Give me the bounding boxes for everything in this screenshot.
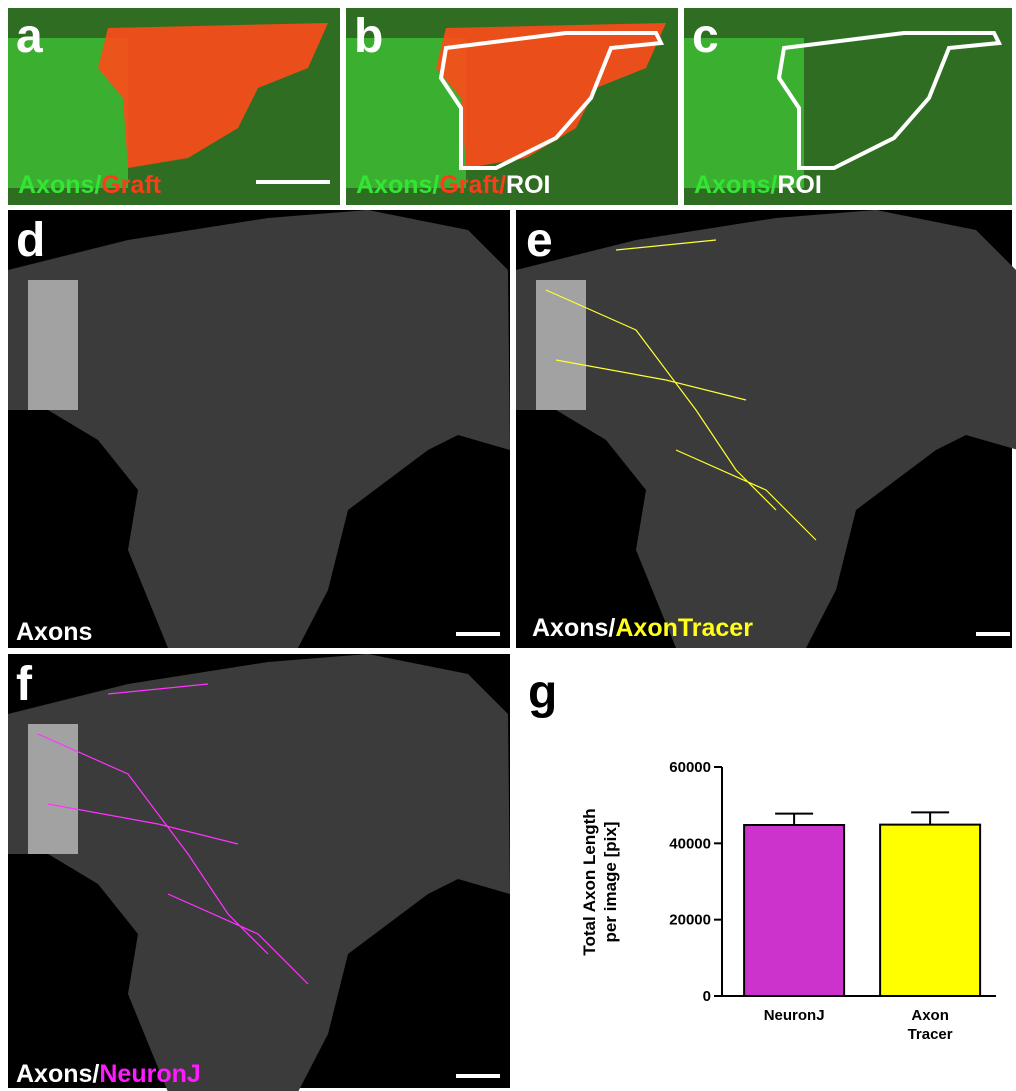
panel-letter: b bbox=[354, 10, 383, 63]
caption-part: Axons/ bbox=[16, 1060, 99, 1088]
panel-caption: Axons/NeuronJ bbox=[16, 1060, 201, 1088]
caption-part: NeuronJ bbox=[99, 1060, 200, 1088]
caption-part: Graft/ bbox=[439, 171, 506, 199]
caption-part: AxonTracer bbox=[615, 614, 753, 642]
caption-part: Axons/ bbox=[694, 171, 777, 199]
caption-part: ROI bbox=[506, 171, 550, 199]
x-tick-label: NeuronJ bbox=[756, 1006, 832, 1025]
panel-caption: Axons/Graft bbox=[18, 171, 162, 199]
panel-image bbox=[8, 210, 510, 648]
y-axis-label-line: per image [pix] bbox=[601, 822, 620, 943]
caption-part: Axons bbox=[16, 618, 92, 646]
panel-caption: Axons bbox=[16, 618, 92, 646]
figure: aAxons/GraftbAxons/Graft/ROIcAxons/ROIdA… bbox=[0, 0, 1016, 1091]
panel-letter: c bbox=[692, 10, 719, 63]
axon-bright bbox=[536, 280, 586, 410]
figure-canvas: aAxons/GraftbAxons/Graft/ROIcAxons/ROIdA… bbox=[0, 0, 1016, 1091]
panel-caption: Axons/ROI bbox=[694, 171, 822, 199]
panel-letter: a bbox=[16, 10, 43, 63]
caption-part: Axons/ bbox=[18, 171, 101, 199]
axon-bright bbox=[28, 724, 78, 854]
bar bbox=[880, 825, 980, 996]
axon-bright bbox=[28, 280, 78, 410]
panel-caption: Axons/Graft/ROI bbox=[356, 171, 551, 199]
bar bbox=[744, 825, 844, 996]
y-tick-label: 60000 bbox=[669, 759, 711, 776]
caption-part: Graft bbox=[101, 171, 161, 199]
caption-part: ROI bbox=[777, 171, 821, 199]
panel-image bbox=[516, 210, 1016, 648]
panel-image bbox=[8, 654, 510, 1091]
panel-caption: Axons/AxonTracer bbox=[532, 614, 753, 642]
caption-part: Axons/ bbox=[532, 614, 615, 642]
y-tick-label: 0 bbox=[703, 988, 711, 1005]
panel-letter: e bbox=[526, 214, 553, 267]
panel-letter: g bbox=[528, 666, 557, 719]
y-tick-label: 20000 bbox=[669, 912, 711, 929]
caption-part: Axons/ bbox=[356, 171, 439, 199]
panel-letter: d bbox=[16, 214, 45, 267]
y-axis-label-line: Total Axon Length bbox=[580, 808, 599, 955]
y-tick-label: 40000 bbox=[669, 835, 711, 852]
panel-letter: f bbox=[16, 658, 33, 711]
x-tick-label: Axon Tracer bbox=[892, 1006, 968, 1044]
